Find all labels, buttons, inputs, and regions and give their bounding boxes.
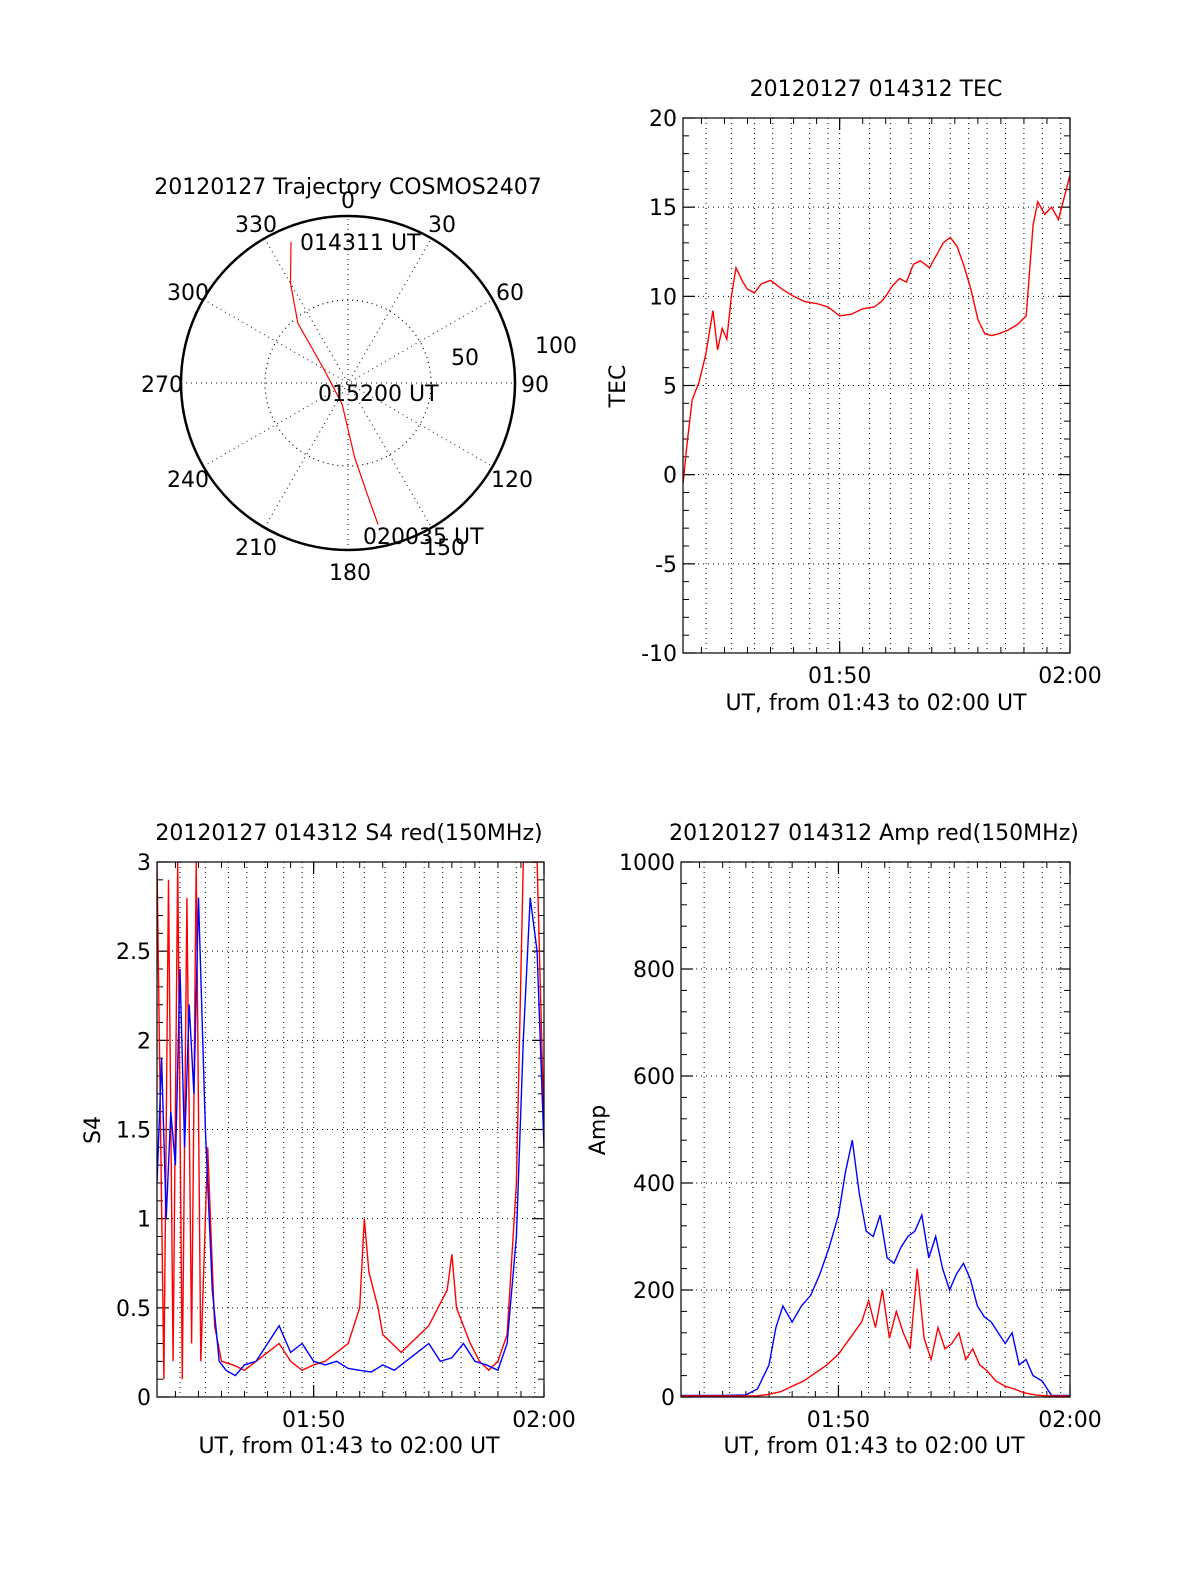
y-tick-label: 0: [137, 1386, 151, 1411]
annotation-start-time: 014311 UT: [300, 231, 421, 256]
s4-ylabel: S4: [81, 1116, 106, 1144]
s4-xlabel: UT, from 01:43 to 02:00 UT: [198, 1434, 500, 1459]
y-tick-label: 800: [633, 958, 675, 983]
y-tick-label: -10: [641, 642, 677, 667]
x-tick-label: 02:00: [512, 1408, 575, 1433]
trajectory-track: [289, 241, 379, 525]
tec-ylabel: TEC: [606, 365, 631, 409]
plot-frame: [680, 861, 1071, 1398]
az-label-180: 180: [329, 561, 371, 586]
y-tick-label: 1: [137, 1208, 151, 1233]
y-tick-label: 2.5: [116, 940, 151, 965]
y-tick-label: 1000: [619, 851, 675, 876]
az-label-30: 30: [428, 213, 456, 238]
x-tick-label: 01:50: [282, 1408, 345, 1433]
y-tick-label: 2: [137, 1029, 151, 1054]
az-label-300: 300: [167, 281, 209, 306]
y-tick-label: 10: [649, 285, 677, 310]
s4-title: 20120127 014312 S4 red(150MHz): [155, 821, 542, 846]
series-line-red: [157, 862, 544, 1380]
amp-xlabel: UT, from 01:43 to 02:00 UT: [723, 1434, 1025, 1459]
polar-spoke-30: [264, 238, 432, 528]
y-tick-label: 400: [633, 1172, 675, 1197]
az-label-270: 270: [141, 373, 183, 398]
amp-panel: 20120127 014312 Amp red(150MHz) UT, from…: [586, 821, 1102, 1459]
az-label-240: 240: [167, 468, 209, 493]
polar-spoke-60: [203, 299, 493, 467]
polar-spoke-120: [203, 299, 493, 467]
polar-panel: 20120127 Trajectory COSMOS2407 0 30 60 9…: [141, 175, 577, 586]
polar-spokes: [181, 216, 515, 550]
amp-title: 20120127 014312 Amp red(150MHz): [669, 821, 1079, 846]
y-tick-label: 20: [649, 107, 677, 132]
y-tick-label: 600: [633, 1065, 675, 1090]
plot-frame: [156, 861, 545, 1398]
polar-azimuth-labels: 0 30 60 90 120 150 180 210 240 270 300 3…: [141, 189, 549, 586]
y-tick-label: 0: [663, 464, 677, 489]
series-line-blue: [681, 1140, 1070, 1397]
y-tick-label: -5: [655, 553, 677, 578]
az-label-0: 0: [341, 189, 355, 214]
y-tick-label: 1.5: [116, 1119, 151, 1144]
tec-xlabel: UT, from 01:43 to 02:00 UT: [725, 691, 1027, 716]
x-tick-label: 01:50: [808, 664, 871, 689]
amp-ylabel: Amp: [586, 1105, 611, 1155]
s4-panel: 20120127 014312 S4 red(150MHz) UT, from …: [81, 821, 576, 1459]
polar-spoke-150: [264, 238, 432, 528]
y-tick-label: 0: [661, 1386, 675, 1411]
y-tick-label: 200: [633, 1279, 675, 1304]
series-line-red: [681, 1268, 1070, 1397]
series-line-red: [683, 174, 1070, 484]
polar-title: 20120127 Trajectory COSMOS2407: [154, 175, 541, 200]
radius-label-100: 100: [535, 334, 577, 359]
y-tick-label: 3: [137, 851, 151, 876]
az-label-210: 210: [235, 536, 277, 561]
x-tick-label: 02:00: [1038, 664, 1101, 689]
x-tick-label: 02:00: [1038, 1408, 1101, 1433]
x-tick-label: 01:50: [807, 1408, 870, 1433]
tec-title: 20120127 014312 TEC: [750, 77, 1003, 102]
radius-label-50: 50: [451, 346, 479, 371]
y-tick-label: 0.5: [116, 1297, 151, 1322]
az-label-330: 330: [235, 213, 277, 238]
az-label-120: 120: [491, 468, 533, 493]
plot-frame: [682, 117, 1071, 654]
tec-panel: 20120127 014312 TEC UT, from 01:43 to 02…: [606, 77, 1102, 716]
az-label-90: 90: [521, 373, 549, 398]
annotation-mid-time: 015200 UT: [318, 382, 439, 407]
series-line-blue: [157, 897, 544, 1377]
annotation-end-time: 020035 UT: [363, 525, 484, 550]
y-tick-label: 5: [663, 375, 677, 400]
az-label-60: 60: [496, 281, 524, 306]
az-label-150: 150: [423, 536, 465, 561]
y-tick-label: 15: [649, 196, 677, 221]
